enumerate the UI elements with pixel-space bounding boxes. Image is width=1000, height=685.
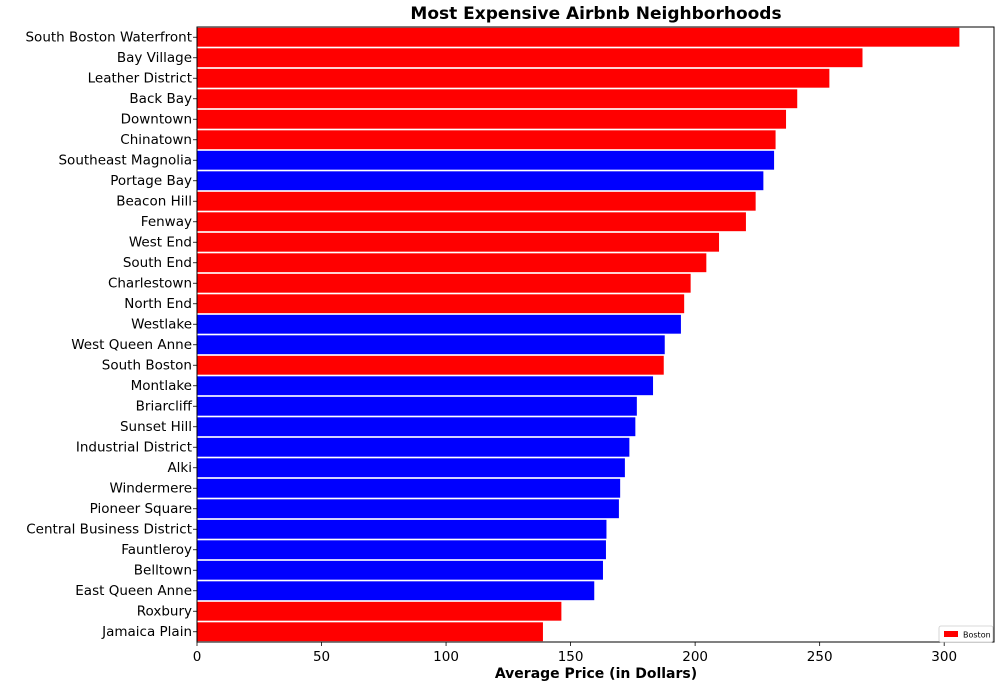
legend: Boston [938, 625, 994, 643]
legend-swatch [944, 631, 958, 637]
bar [197, 212, 746, 232]
plot-frame [196, 26, 995, 643]
category-label: South Boston Waterfront [25, 29, 192, 45]
category-label: Leather District [88, 70, 192, 86]
category-label: South Boston [102, 357, 192, 373]
bar [197, 89, 798, 109]
x-tick-label: 300 [931, 649, 957, 665]
bars-group [197, 27, 960, 642]
x-tick-label: 0 [193, 649, 202, 665]
bar [197, 519, 607, 539]
category-label: Fauntleroy [121, 542, 192, 558]
bar [197, 478, 621, 498]
legend-box [938, 625, 994, 643]
category-label: Montlake [131, 378, 192, 394]
bar [197, 27, 960, 47]
bar [197, 109, 787, 129]
chart-title: Most Expensive Airbnb Neighborhoods [410, 4, 781, 24]
bar [197, 458, 625, 478]
category-label: Pioneer Square [90, 501, 192, 517]
bar [197, 253, 707, 273]
category-label: Jamaica Plain [101, 624, 192, 640]
x-tick-label: 100 [433, 649, 459, 665]
category-label: Alki [167, 460, 192, 476]
bar [197, 622, 543, 642]
category-label: Chinatown [120, 132, 192, 148]
bar [197, 273, 691, 293]
bar [197, 48, 863, 68]
category-label: North End [124, 296, 192, 312]
bar [197, 396, 637, 416]
bar [197, 171, 764, 191]
category-label: Central Business District [26, 521, 192, 537]
x-tick-label: 250 [807, 649, 833, 665]
legend-label: Boston [963, 631, 991, 640]
category-label: Downtown [121, 111, 192, 127]
bar [197, 376, 654, 396]
category-labels-group: South Boston Waterfront Bay Village Leathe… [25, 29, 197, 640]
category-label: Westlake [131, 316, 192, 332]
category-label: Portage Bay [110, 173, 192, 189]
bar [197, 68, 830, 88]
category-label: Briarcliff [136, 398, 193, 414]
category-label: Beacon Hill [116, 193, 192, 209]
bar [197, 437, 630, 457]
bar [197, 581, 595, 601]
category-label: Charlestown [108, 275, 192, 291]
category-label: Industrial District [76, 439, 192, 455]
bar [197, 601, 562, 621]
category-label: Windermere [109, 480, 192, 496]
bar [197, 130, 776, 150]
bar [197, 540, 606, 560]
category-label: South End [123, 255, 192, 271]
category-label: West End [129, 234, 192, 250]
bar [197, 314, 681, 334]
category-label: Sunset Hill [120, 419, 192, 435]
category-label: Roxbury [137, 603, 192, 619]
bar [197, 560, 603, 580]
bar [197, 150, 775, 170]
bar [197, 499, 619, 519]
bar [197, 335, 665, 355]
category-label: Southeast Magnolia [58, 152, 192, 168]
x-ticks-group: 0 50 100 150 200 250 300 [193, 642, 957, 665]
x-tick-label: 150 [558, 649, 584, 665]
category-label: Bay Village [117, 50, 192, 66]
bar [197, 232, 720, 252]
category-label: East Queen Anne [75, 583, 192, 599]
x-axis-label: Average Price (in Dollars) [495, 666, 697, 682]
category-label: Fenway [141, 214, 192, 230]
category-label: Back Bay [129, 91, 192, 107]
category-label: West Queen Anne [71, 337, 192, 353]
x-tick-label: 200 [682, 649, 708, 665]
bar [197, 417, 636, 437]
category-label: Belltown [134, 562, 192, 578]
bar [197, 355, 664, 375]
x-tick-label: 50 [313, 649, 330, 665]
bar [197, 294, 685, 314]
bar [197, 191, 756, 211]
